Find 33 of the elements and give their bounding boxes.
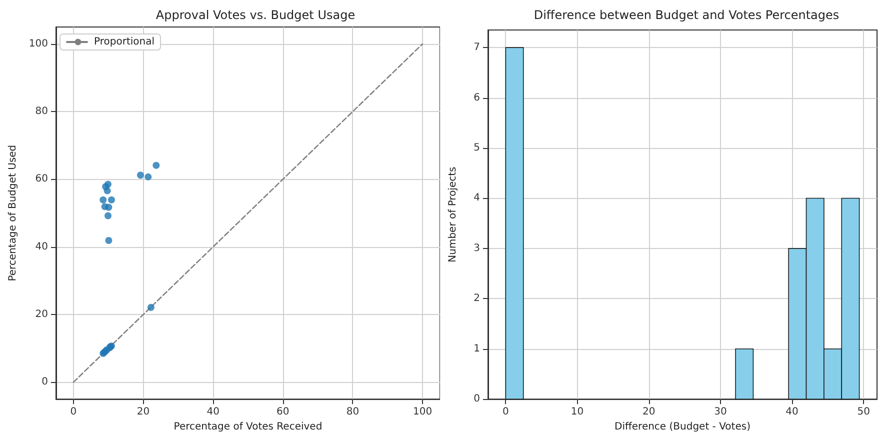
y-tick-label: 4 [474, 192, 480, 204]
x-tick-label: 0 [70, 406, 77, 418]
x-tick-label: 0 [502, 406, 509, 418]
y-tick-label: 0 [42, 376, 48, 388]
y-tick-label: 3 [474, 242, 480, 254]
chart-title: Approval Votes vs. Budget Usage [156, 8, 356, 22]
x-tick-label: 40 [206, 406, 220, 418]
y-tick-label: 100 [28, 38, 48, 50]
x-tick-label: 80 [346, 406, 360, 418]
x-tick-label: 50 [857, 406, 870, 418]
y-tick-label: 60 [35, 174, 48, 185]
x-tick-label: 100 [413, 406, 432, 418]
x-tick-label: 10 [570, 406, 584, 418]
x-tick-label: 30 [714, 406, 727, 418]
y-tick-label: 80 [35, 106, 48, 118]
y-tick-label: 40 [35, 241, 48, 252]
y-tick-label: 20 [35, 309, 48, 320]
x-axis-title: Difference (Budget - Votes) [614, 422, 751, 432]
y-tick-label: 1 [474, 343, 480, 354]
y-tick-label: 6 [474, 92, 480, 104]
x-tick-label: 20 [136, 406, 150, 418]
x-axis-title: Percentage of Votes Received [174, 422, 322, 432]
chart-title: Difference between Budget and Votes Percentages [534, 8, 840, 22]
x-tick-label: 40 [786, 406, 798, 418]
y-tick-label: 0 [474, 394, 480, 405]
y-tick-label: 5 [474, 142, 480, 154]
x-tick-label: 20 [642, 406, 656, 418]
y-axis-title: Percentage of Budget Used [8, 144, 18, 282]
y-tick-label: 7 [474, 42, 480, 54]
y-axis-title: Number of Projects [448, 166, 458, 262]
y-tick-label: 2 [474, 293, 480, 304]
x-tick-label: 60 [276, 406, 290, 418]
legend-label: Proportional [94, 36, 155, 48]
